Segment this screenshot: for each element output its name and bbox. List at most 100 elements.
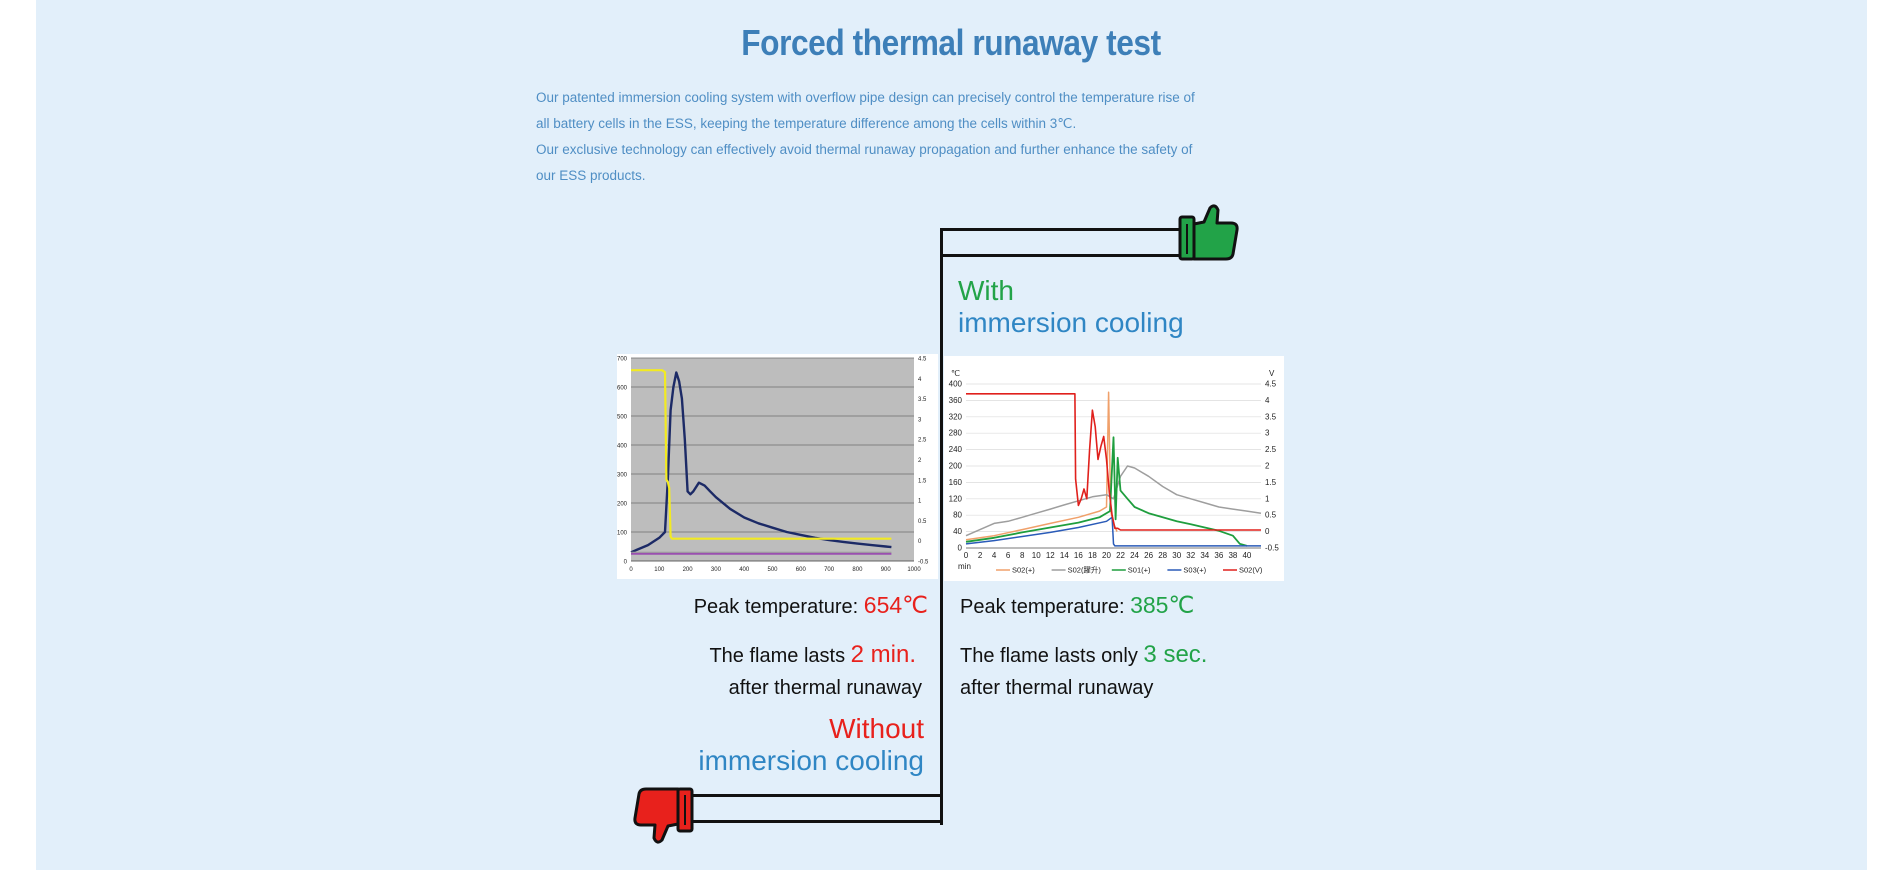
x-tick-label: 300 [711, 567, 722, 573]
x-tick-label: 400 [739, 567, 750, 573]
y2-tick-label: -0.5 [918, 560, 929, 566]
y2-tick-label: 4.5 [918, 357, 927, 363]
x-tick-label: 800 [852, 567, 863, 573]
legend-entry: S02(+) [1012, 566, 1035, 575]
y2-tick-label: 0 [1265, 527, 1270, 536]
y-tick-label: 160 [949, 478, 963, 487]
with-flame-suffix: after thermal runaway [960, 677, 1154, 699]
connector-top-upper [940, 228, 1180, 231]
legend-entry: S01(+) [1128, 566, 1151, 575]
y2-tick-label: 2.5 [1265, 445, 1277, 454]
x-tick-label: 2 [978, 551, 983, 560]
y-tick-label: 120 [949, 494, 963, 503]
x-tick-label: 24 [1130, 551, 1139, 560]
x-tick-label: 700 [824, 567, 835, 573]
x-tick-label: 200 [683, 567, 694, 573]
y2-tick-label: 1 [1265, 494, 1270, 503]
with-peak-value: 385℃ [1130, 592, 1195, 618]
y-tick-label: 360 [949, 396, 963, 405]
without-peak-temperature: Peak temperature: 654℃ [694, 592, 928, 619]
y-tick-label: 400 [949, 380, 963, 389]
page-title: Forced thermal runaway test [741, 22, 1161, 63]
with-flame-value: 3 sec. [1143, 641, 1208, 668]
x-tick-label: 32 [1186, 551, 1195, 560]
x-tick-label: 600 [796, 567, 807, 573]
y-tick-label: 600 [617, 386, 628, 392]
y2-tick-label: 4 [1265, 396, 1270, 405]
y-tick-label: 240 [949, 445, 963, 454]
x-tick-label: 16 [1074, 551, 1083, 560]
y-tick-label: 80 [953, 511, 962, 520]
x-tick-label: 100 [654, 567, 665, 573]
chart-without-cooling: 0 100 200 300 400 500 600 700 -0.5 0 0.5 1 1.5 2 2.5 3 3… [617, 354, 938, 579]
without-cooling-heading-line2: immersion cooling [698, 745, 924, 776]
thumbs-up-icon [1178, 204, 1239, 261]
series-line [630, 371, 892, 554]
y2-tick-label: 3 [918, 417, 922, 423]
y-tick-label: 200 [949, 462, 963, 471]
legend-entry: S02(躍升) [1068, 566, 1102, 575]
y-tick-label: 200 [617, 502, 628, 508]
x-tick-label: 4 [992, 551, 997, 560]
y-tick-label: 500 [617, 415, 628, 421]
x-tick-label: 34 [1200, 551, 1209, 560]
x-tick-label: 500 [767, 567, 778, 573]
x-tick-label: 12 [1046, 551, 1055, 560]
x-tick-label: 0 [964, 551, 969, 560]
x-tick-label: 38 [1228, 551, 1237, 560]
legend-entry: S02(V) [1239, 566, 1263, 575]
y2-tick-label: 2 [1265, 462, 1270, 471]
without-flame-value: 2 min. [850, 641, 916, 668]
y2-tick-label: 0.5 [918, 519, 927, 525]
y2-tick-label: 0.5 [1265, 511, 1277, 520]
x-tick-label: 22 [1116, 551, 1125, 560]
chart-with-cooling: 0 40 80 120 160 200 240 280 320 360 400 -0.5 0 0.5 1 1.… [944, 356, 1284, 581]
y2-tick-label: 1 [918, 499, 922, 505]
divider-vertical-line [940, 228, 943, 825]
with-flame-label: The flame lasts only [960, 645, 1144, 667]
y2-tick-label: 1.5 [1265, 478, 1277, 487]
without-cooling-heading-line1: Without [829, 713, 924, 744]
y2-tick-label: 3.5 [1265, 412, 1277, 421]
connector-top-lower [940, 254, 1180, 257]
y2-tick-label: 3.5 [918, 397, 927, 403]
x-tick-label: 36 [1214, 551, 1223, 560]
without-peak-label: Peak temperature: [693, 596, 864, 618]
chart-with-cooling-svg: 04080120160200240280320360400-0.500.511.… [949, 369, 1280, 575]
without-flame-label: The flame lasts [709, 645, 851, 667]
with-peak-label: Peak temperature: [960, 596, 1131, 618]
with-cooling-heading-line2: immersion cooling [958, 307, 1184, 338]
y2-tick-label: 3 [1265, 429, 1270, 438]
chart-without-cooling-svg: 0 100 200 300 400 500 600 700 -0.5 0 0.5 1 1.5 2 2.5 3 3… [617, 357, 929, 574]
series-line [631, 369, 892, 540]
with-cooling-heading-line1: With [958, 275, 1014, 306]
x-tick-label: 900 [881, 567, 892, 573]
y-tick-label: 0 [958, 544, 963, 553]
series-line [965, 436, 1248, 547]
y2-tick-label: 4 [918, 377, 922, 383]
x-tick-label: 6 [1006, 551, 1011, 560]
y2-tick-label: 2.5 [918, 438, 927, 444]
x-tick-label: 26 [1144, 551, 1153, 560]
x-tick-label: 20 [1102, 551, 1111, 560]
y2-tick-label: -0.5 [1265, 544, 1279, 553]
legend-entry: S03(+) [1183, 566, 1206, 575]
connector-bottom-lower [690, 820, 943, 823]
y-tick-label: 280 [949, 429, 963, 438]
series-line [965, 516, 1261, 547]
series-line [966, 392, 1261, 531]
y-tick-label: 0 [624, 560, 628, 566]
with-peak-temperature: Peak temperature: 385℃ [960, 592, 1194, 619]
x-tick-label: 30 [1172, 551, 1181, 560]
y-tick-label: 300 [617, 473, 628, 479]
thumbs-down-icon [633, 787, 694, 844]
x-tick-label: 8 [1020, 551, 1025, 560]
x-tick-label: 28 [1158, 551, 1167, 560]
x-tick-label: 40 [1242, 551, 1251, 560]
without-flame-suffix: after thermal runaway [728, 677, 922, 699]
description: Our patented immersion cooling system wi… [536, 85, 1196, 189]
y-tick-label: 700 [617, 357, 628, 363]
with-flame-duration: The flame lasts only 3 sec. [960, 641, 1207, 669]
x-tick-label: 14 [1060, 551, 1069, 560]
x-tick-label: 0 [629, 567, 633, 573]
